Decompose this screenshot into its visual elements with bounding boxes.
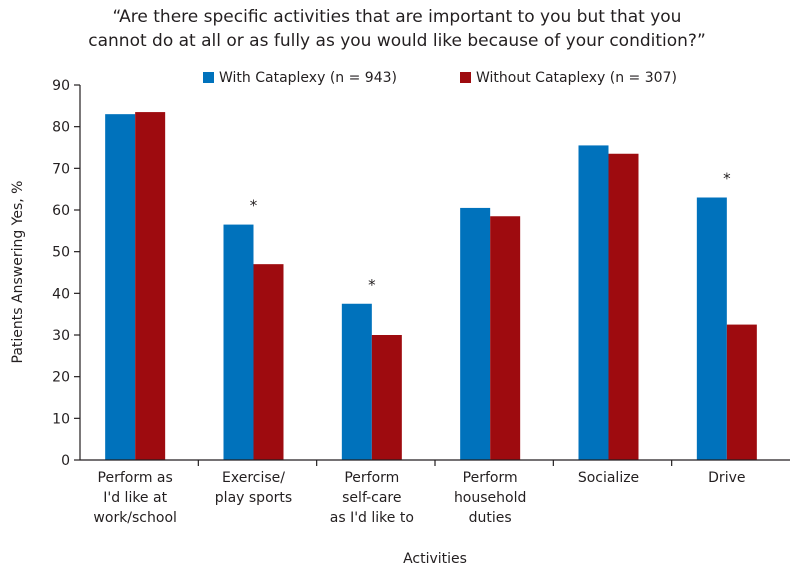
y-tick-label: 30 — [52, 328, 70, 344]
x-category-label-line: work/school — [93, 510, 176, 526]
bars — [105, 112, 757, 461]
legend-label-with-cataplexy: With Cataplexy (n = 943) — [219, 70, 397, 86]
bar-without-cataplexy — [726, 324, 757, 460]
significance-markers: * * * — [250, 170, 731, 294]
y-tick-label: 70 — [52, 161, 70, 177]
y-tick-label: 60 — [52, 203, 70, 219]
x-axis-title: Activities — [403, 551, 467, 567]
x-category-label-line: Socialize — [578, 470, 639, 486]
y-axis-title: Patients Answering Yes, % — [10, 181, 26, 364]
bar-without-cataplexy — [490, 216, 521, 460]
x-category-label-line: Perform as — [98, 470, 173, 486]
bar-with-cataplexy — [578, 145, 609, 460]
bar-with-cataplexy — [223, 224, 254, 460]
x-category-label-line: Perform — [463, 470, 518, 486]
legend: With Cataplexy (n = 943) Without Cataple… — [203, 70, 677, 86]
significance-asterisk: * — [368, 276, 376, 294]
x-category-label: Drive — [708, 470, 745, 486]
x-category-label-line: duties — [469, 510, 512, 526]
bar-without-cataplexy — [371, 335, 402, 460]
x-category-label: Perform household duties — [454, 470, 526, 526]
bar-without-cataplexy — [608, 153, 639, 460]
bar-without-cataplexy — [253, 264, 284, 460]
x-axis: Perform as I'd like at work/school Exercise… — [80, 459, 790, 526]
y-tick-label: 80 — [52, 120, 70, 136]
bar-with-cataplexy — [341, 303, 372, 460]
x-category-label-line: as I'd like to — [330, 510, 414, 526]
bar-with-cataplexy — [696, 197, 727, 460]
y-tick-label: 10 — [52, 411, 70, 427]
x-category-label: Perform self-care as I'd like to — [330, 470, 414, 526]
legend-swatch-without-cataplexy — [460, 72, 471, 83]
x-category-label: Exercise/play sports — [215, 470, 292, 506]
bar-with-cataplexy — [105, 114, 136, 461]
y-tick-label: 90 — [52, 78, 70, 94]
legend-swatch-with-cataplexy — [203, 72, 214, 83]
significance-asterisk: * — [250, 197, 258, 215]
x-category-label-line: play sports — [215, 490, 292, 506]
x-category-label-line: Drive — [708, 470, 745, 486]
y-tick-label: 0 — [61, 453, 70, 469]
chart-title: “Are there specific activities that are … — [88, 7, 706, 51]
y-tick-label: 50 — [52, 245, 70, 261]
y-tick-label: 40 — [52, 286, 70, 302]
x-category-label-line: household — [454, 490, 526, 506]
y-tick-label: 20 — [52, 370, 70, 386]
x-category-label: Socialize — [578, 470, 639, 486]
x-category-label-line: Exercise/ — [222, 470, 285, 486]
x-category-label-line: I'd like at — [103, 490, 167, 506]
y-axis: 0 10 20 30 40 50 60 70 80 90 — [52, 78, 81, 469]
legend-label-without-cataplexy: Without Cataplexy (n = 307) — [476, 70, 677, 86]
title-line-2: cannot do at all or as fully as you woul… — [88, 31, 706, 51]
bar-with-cataplexy — [460, 207, 491, 460]
title-line-1: “Are there specific activities that are … — [113, 7, 682, 27]
x-category-label-line: self-care — [342, 490, 401, 506]
significance-asterisk: * — [723, 170, 731, 188]
bar-without-cataplexy — [135, 112, 166, 460]
x-category-label: Perform as I'd like at work/school — [93, 470, 176, 526]
x-category-label-line: Perform — [344, 470, 399, 486]
